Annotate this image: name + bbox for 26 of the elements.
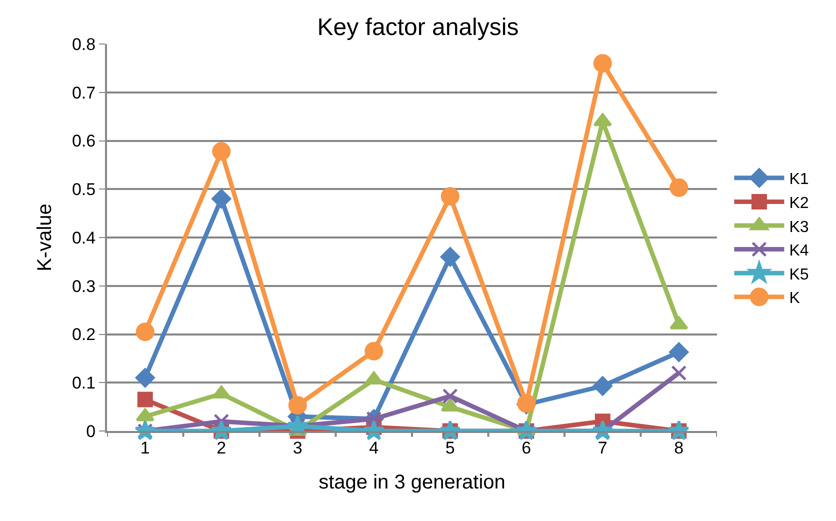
legend-label: K5 — [789, 266, 809, 284]
x-tick-label: 2 — [216, 438, 226, 458]
legend-label: K1 — [789, 171, 809, 188]
x-tick-label: 7 — [598, 438, 608, 458]
legend-label: K3 — [789, 218, 809, 236]
x-axis-title: stage in 3 generation — [318, 471, 506, 494]
y-tick-label: 0.8 — [72, 34, 96, 54]
x-tick-label: 6 — [522, 438, 532, 458]
x-tick-label: 5 — [445, 438, 455, 458]
y-tick-label: 0.6 — [72, 132, 96, 151]
x-tick-label: 3 — [292, 438, 302, 458]
legend-label: K — [789, 290, 800, 308]
x-tick-label: 1 — [140, 438, 150, 458]
x-tick-label: 4 — [369, 438, 379, 458]
y-tick-label: 0.3 — [72, 276, 96, 296]
y-tick-label: 0.5 — [72, 180, 96, 200]
legend-label: K2 — [789, 194, 809, 212]
y-tick-label: 0.2 — [72, 325, 96, 344]
y-tick-label: 0 — [86, 422, 96, 441]
x-tick-label: 8 — [674, 438, 684, 458]
legend-label: K4 — [789, 242, 809, 260]
y-tick-label: 0.1 — [72, 374, 96, 393]
chart-title: Key factor analysis — [317, 14, 519, 42]
y-axis-title: K-value — [34, 204, 56, 272]
y-tick-label: 0.4 — [72, 228, 96, 248]
y-tick-label: 0.7 — [72, 83, 96, 102]
